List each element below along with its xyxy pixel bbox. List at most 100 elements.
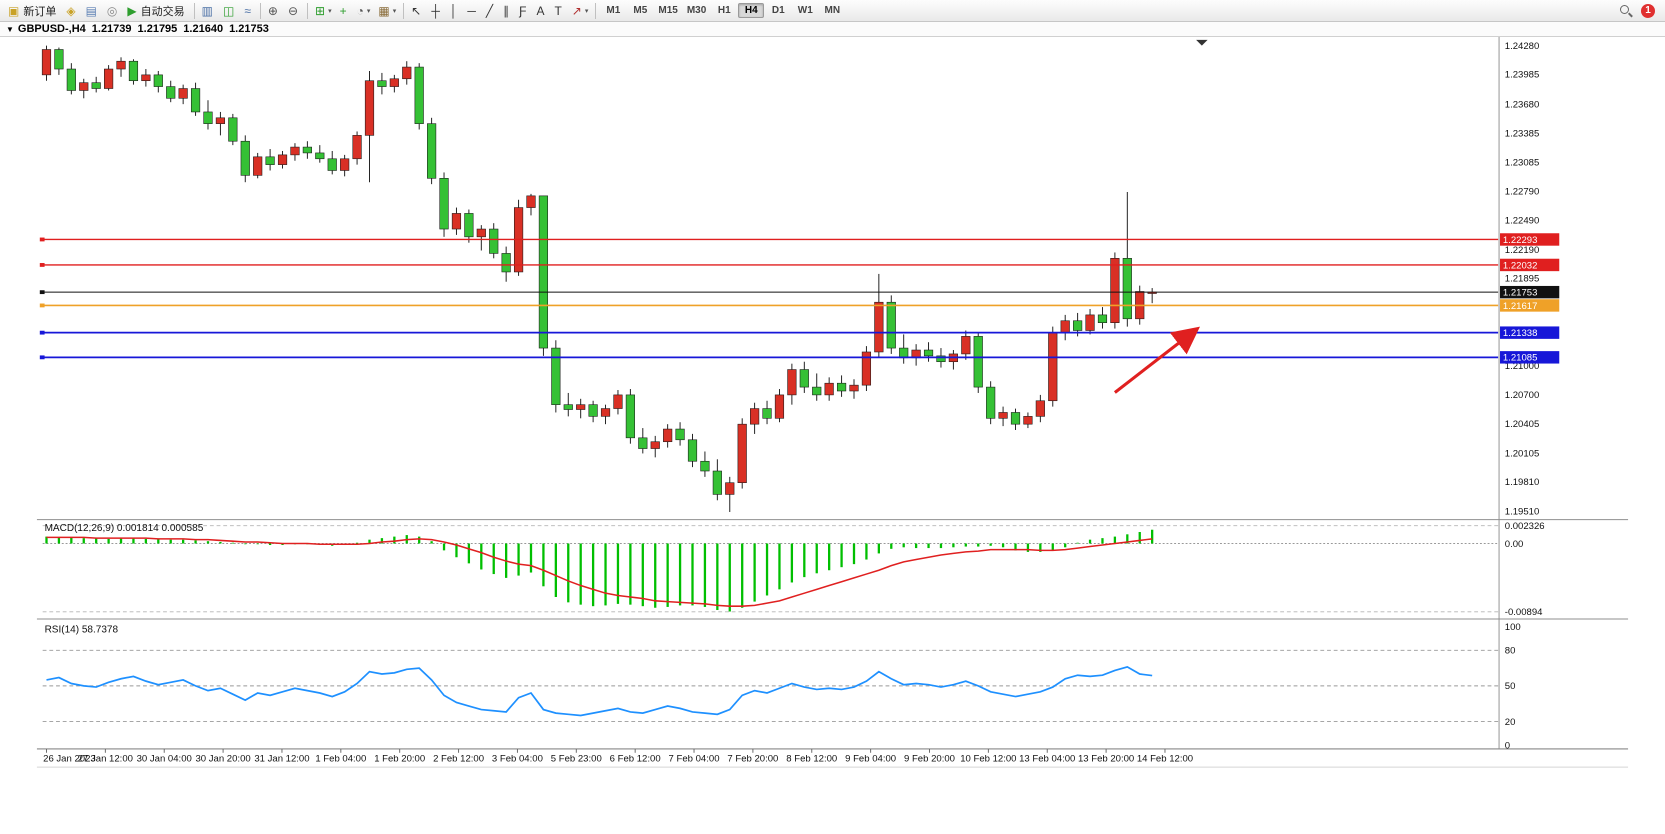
- toolbar-separator: [403, 2, 405, 19]
- autotrading-button[interactable]: ▶ 自动交易: [123, 1, 190, 21]
- notification-badge[interactable]: 1: [1641, 3, 1655, 18]
- horizontal-line-object[interactable]: [39, 330, 1499, 335]
- timeframe-m30[interactable]: M30: [686, 5, 707, 16]
- line-anchor-marker: [39, 355, 45, 360]
- zoom-out-icon: ⊖: [287, 3, 299, 18]
- time-tick-label: 30 Jan 20:00: [195, 753, 250, 764]
- ohlc-high: 1.21795: [137, 23, 178, 35]
- indicators-icon: +: [339, 3, 347, 18]
- tile-windows-icon: ⊞: [315, 3, 326, 18]
- price-tick-label: 1.19510: [1505, 506, 1540, 517]
- vertical-line-icon[interactable]: │: [446, 1, 464, 21]
- time-tick-label: 5 Feb 23:00: [551, 753, 602, 764]
- rsi-level-label: 20: [1505, 717, 1516, 728]
- fibonacci-icon[interactable]: Ƒ: [515, 1, 532, 21]
- trendline-icon[interactable]: ╱: [482, 1, 499, 21]
- line-anchor-marker: [39, 303, 45, 308]
- profiles-icon[interactable]: ▤: [82, 1, 103, 21]
- arrows-icon[interactable]: ↗ ▾: [568, 1, 593, 21]
- svg-text:1.21617: 1.21617: [1503, 301, 1538, 312]
- new-order-button: ▣: [8, 3, 20, 18]
- time-tick-label: 9 Feb 04:00: [845, 753, 896, 764]
- price-tick-label: 1.20700: [1505, 390, 1540, 401]
- svg-text:1.21338: 1.21338: [1503, 328, 1538, 339]
- horizontal-line-icon[interactable]: ─: [463, 1, 482, 21]
- label-icon: T: [554, 3, 562, 18]
- timeframe-toolbar: M1 M5 M15 M30 H1 H4 D1 W1 MN: [600, 3, 845, 18]
- timeframe-w1[interactable]: W1: [797, 5, 813, 16]
- line-chart-icon: ≈: [244, 3, 251, 18]
- timeframe-m5[interactable]: M5: [633, 5, 648, 16]
- svg-text:1.21085: 1.21085: [1503, 353, 1538, 364]
- zoom-in-icon: ⊕: [267, 3, 278, 18]
- templates-icon[interactable]: ▦ ▾: [374, 1, 400, 21]
- channel-icon[interactable]: ∥: [499, 1, 515, 21]
- price-tick-label: 1.23385: [1505, 128, 1540, 139]
- time-tick-label: 9 Feb 20:00: [904, 753, 955, 764]
- rsi-level-label: 50: [1505, 681, 1516, 692]
- time-tick-label: 3 Feb 04:00: [492, 753, 543, 764]
- timeframe-h1[interactable]: H1: [717, 5, 731, 16]
- time-tick-label: 2 Feb 12:00: [433, 753, 484, 764]
- line-chart-icon[interactable]: ≈: [240, 1, 257, 21]
- rsi-label: RSI(14) 58.7378: [45, 624, 119, 635]
- candlestick-series: [41, 45, 1157, 512]
- search-icon[interactable]: [1619, 4, 1633, 18]
- trend-arrow-annotation[interactable]: [1113, 326, 1201, 394]
- charts-group-icon: ◈: [66, 3, 76, 18]
- time-tick-label: 7 Feb 20:00: [727, 753, 778, 764]
- timeframe-m15[interactable]: M15: [658, 5, 678, 16]
- price-tag: 1.21753: [1500, 285, 1560, 299]
- price-tick-label: 1.22490: [1505, 216, 1540, 227]
- candlestick-chart-icon: ◫: [222, 3, 235, 18]
- vertical-line-icon: │: [449, 3, 458, 18]
- tile-windows-icon[interactable]: ⊞ ▾: [311, 1, 336, 21]
- candlestick-chart-icon[interactable]: ◫: [219, 1, 240, 21]
- timeframe-h4[interactable]: H4: [738, 3, 765, 18]
- label-icon[interactable]: T: [550, 1, 567, 21]
- timeframe-m1[interactable]: M1: [606, 5, 621, 16]
- dropdown-arrow-icon[interactable]: ▾: [392, 7, 397, 15]
- dropdown-arrow-icon[interactable]: ▾: [366, 7, 371, 15]
- dropdown-arrow-icon[interactable]: ▾: [328, 7, 332, 15]
- zoom-out-icon[interactable]: ⊖: [284, 1, 304, 21]
- svg-text:1.21753: 1.21753: [1503, 288, 1538, 299]
- cursor-icon[interactable]: ↖: [407, 1, 427, 21]
- text-icon[interactable]: A: [532, 1, 550, 21]
- zoom-in-icon[interactable]: ⊕: [264, 1, 284, 21]
- horizontal-line-object[interactable]: [39, 263, 1499, 267]
- chart-title-bar: ▼ GBPUSD-,H4 1.21739 1.21795 1.21640 1.2…: [0, 22, 1665, 37]
- price-tick-label: 1.22790: [1505, 186, 1540, 197]
- price-tick-label: 1.20105: [1505, 448, 1540, 459]
- rsi-level-label: 80: [1505, 646, 1516, 657]
- timeframe-mn[interactable]: MN: [824, 5, 841, 16]
- periods-icon[interactable]: ◔ ▾: [353, 1, 375, 21]
- horizontal-line-object[interactable]: [39, 237, 1499, 242]
- arrows-icon: ↗: [571, 3, 582, 18]
- indicators-icon[interactable]: +: [336, 1, 353, 21]
- chart-shift-marker-icon[interactable]: [1196, 39, 1208, 46]
- toolbar-separator: [307, 2, 309, 19]
- crosshair-icon[interactable]: ┼: [427, 1, 446, 21]
- price-tick-label: 1.23680: [1505, 99, 1540, 110]
- ohlc-close: 1.21753: [229, 23, 269, 35]
- charts-group-icon[interactable]: ◈: [62, 1, 81, 21]
- timeframe-d1[interactable]: D1: [771, 5, 785, 16]
- horizontal-line-object[interactable]: [39, 303, 1499, 308]
- dropdown-arrow-icon[interactable]: ▾: [584, 7, 589, 15]
- ohlc-low: 1.21640: [183, 23, 224, 35]
- current-price-line: [39, 290, 1499, 295]
- bar-chart-icon: ▥: [201, 3, 213, 18]
- line-anchor-marker: [39, 237, 45, 242]
- chevron-down-icon[interactable]: ▼: [6, 24, 14, 34]
- rsi-panel: RSI(14) 58.7378 100 80 50 20 0: [42, 622, 1521, 751]
- bar-chart-icon[interactable]: ▥: [198, 1, 219, 21]
- chart-area[interactable]: MACD(12,26,9) 0.001814 0.000585 0.002326 0…: [0, 37, 1665, 834]
- horizontal-line-object[interactable]: [39, 355, 1499, 360]
- macd-scale-label: 0.002326: [1505, 521, 1545, 532]
- price-tag: 1.21338: [1500, 326, 1560, 339]
- macd-panel: MACD(12,26,9) 0.001814 0.000585 0.002326 0…: [42, 521, 1545, 618]
- community-icon[interactable]: ◎: [103, 1, 123, 21]
- new-order-button[interactable]: ▣ 新订单: [4, 1, 62, 21]
